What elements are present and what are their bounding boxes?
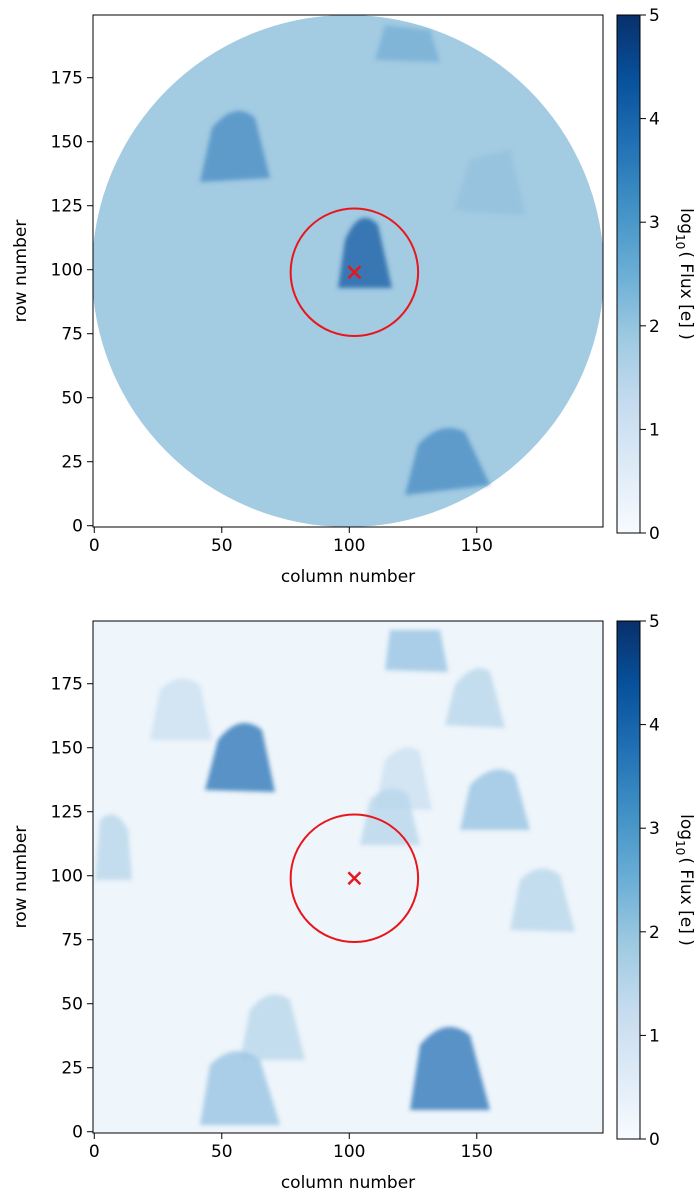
colorbar-tick-label: 0: [649, 524, 660, 544]
colorbar-tick-label: 0: [649, 1130, 660, 1150]
image-bottom: [93, 621, 603, 1133]
colorbar-tick-label: 4: [649, 110, 660, 130]
colorbar-label-sub: 10: [673, 234, 687, 249]
y-tick-label: 0: [72, 517, 83, 537]
y-tick-label: 100: [51, 867, 83, 887]
y-tick-label: 50: [61, 995, 83, 1015]
axes-frame: [92, 620, 604, 1134]
colorbar-label-rest: ( Flux [e] ): [676, 857, 696, 946]
y-tick-label: 175: [51, 69, 83, 89]
y-tick-label: 50: [61, 389, 83, 409]
colorbar-tick-label: 2: [649, 317, 660, 337]
colorbar-tick-label: 3: [649, 819, 660, 839]
colorbar-label-base: log: [676, 814, 696, 840]
y-tick-label: 125: [51, 803, 83, 823]
x-axis-label: column number: [281, 567, 415, 587]
x-axis-label: column number: [281, 1173, 415, 1193]
y-tick-label: 150: [51, 133, 83, 153]
target-stroke: [347, 871, 362, 886]
target-stroke: [347, 265, 362, 280]
x-tick-label: 100: [333, 1142, 365, 1162]
aperture: [289, 207, 420, 338]
x-tick-label: 0: [89, 536, 100, 556]
y-tick-label: 175: [51, 675, 83, 695]
x-tick-label: 50: [211, 536, 233, 556]
colorbar: [616, 14, 641, 534]
y-tick-label: 0: [72, 1123, 83, 1143]
y-tick-label: 25: [61, 453, 83, 473]
colorbar-label-base: log: [676, 208, 696, 234]
y-tick-label: 150: [51, 739, 83, 759]
axes-frame: [92, 14, 604, 528]
colorbar-tick-label: 2: [649, 923, 660, 943]
x-tick-label: 0: [89, 1142, 100, 1162]
x-tick-label: 50: [211, 1142, 233, 1162]
y-tick-label: 100: [51, 261, 83, 281]
colorbar: [616, 620, 641, 1140]
x-tick-label: 150: [461, 536, 493, 556]
y-tick-label: 75: [61, 931, 83, 951]
aperture: [289, 813, 420, 944]
y-tick-label: 125: [51, 197, 83, 217]
colorbar-tick-label: 5: [649, 612, 660, 632]
y-axis-label: row number: [11, 220, 31, 323]
image-top: [93, 15, 603, 527]
target-marker: [347, 871, 362, 886]
x-tick-label: 100: [333, 536, 365, 556]
y-axis-label: row number: [11, 826, 31, 929]
x-tick-label: 150: [461, 1142, 493, 1162]
y-tick-label: 75: [61, 325, 83, 345]
colorbar-label: log10 ( Flux [e] ): [673, 208, 696, 340]
colorbar-label-rest: ( Flux [e] ): [676, 251, 696, 340]
colorbar-label-sub: 10: [673, 840, 687, 855]
colorbar-tick-label: 4: [649, 716, 660, 736]
colorbar-tick-label: 5: [649, 6, 660, 26]
colorbar-tick-label: 1: [649, 420, 660, 440]
target-marker: [347, 265, 362, 280]
colorbar-tick-label: 3: [649, 213, 660, 233]
colorbar-label: log10 ( Flux [e] ): [673, 814, 696, 946]
y-tick-label: 25: [61, 1059, 83, 1079]
colorbar-tick-label: 1: [649, 1026, 660, 1046]
